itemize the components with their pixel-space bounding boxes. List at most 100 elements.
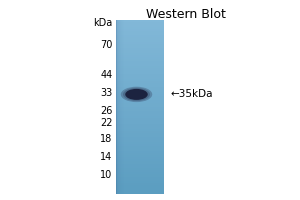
- Bar: [116, 83, 164, 85]
- Bar: [116, 61, 164, 64]
- Bar: [116, 37, 164, 40]
- Bar: [116, 81, 164, 83]
- Bar: [116, 137, 164, 140]
- Bar: [116, 50, 164, 53]
- Text: 22: 22: [100, 118, 112, 128]
- Bar: [116, 70, 164, 72]
- Text: 18: 18: [100, 134, 112, 144]
- Bar: [116, 96, 164, 98]
- Bar: [116, 148, 164, 150]
- Bar: [116, 35, 164, 37]
- Bar: [116, 139, 164, 142]
- Bar: [116, 78, 164, 81]
- Bar: [116, 76, 164, 79]
- Bar: [116, 144, 164, 146]
- Bar: [116, 176, 164, 179]
- Bar: [120, 20, 121, 194]
- Bar: [116, 128, 164, 131]
- Ellipse shape: [123, 88, 150, 101]
- Bar: [117, 20, 118, 194]
- Bar: [116, 24, 164, 27]
- Bar: [116, 150, 164, 153]
- Bar: [116, 115, 164, 118]
- Bar: [116, 172, 164, 174]
- Bar: [116, 133, 164, 135]
- Bar: [116, 189, 164, 192]
- Bar: [116, 104, 164, 107]
- Bar: [116, 94, 164, 96]
- Bar: [116, 168, 164, 170]
- Bar: [116, 152, 164, 155]
- Bar: [116, 107, 164, 109]
- Text: 44: 44: [100, 70, 112, 80]
- Bar: [116, 63, 164, 66]
- Bar: [119, 20, 120, 194]
- Bar: [116, 85, 164, 87]
- Bar: [116, 161, 164, 164]
- Bar: [116, 109, 164, 111]
- Text: 14: 14: [100, 152, 112, 162]
- Text: 26: 26: [100, 106, 112, 116]
- Bar: [116, 183, 164, 185]
- Text: 10: 10: [100, 170, 112, 180]
- Text: Western Blot: Western Blot: [146, 8, 226, 21]
- Bar: [116, 44, 164, 46]
- Bar: [116, 113, 164, 116]
- Bar: [116, 154, 164, 157]
- Bar: [116, 39, 164, 42]
- Bar: [116, 67, 164, 70]
- Bar: [116, 46, 164, 48]
- Bar: [116, 52, 164, 55]
- Bar: [122, 20, 123, 194]
- Bar: [116, 74, 164, 77]
- Ellipse shape: [121, 87, 152, 102]
- Bar: [116, 20, 164, 22]
- Bar: [116, 191, 164, 194]
- Text: 70: 70: [100, 40, 112, 50]
- Bar: [116, 91, 164, 94]
- Bar: [116, 98, 164, 100]
- Bar: [116, 131, 164, 133]
- Text: 33: 33: [100, 88, 112, 98]
- Bar: [116, 141, 164, 144]
- Bar: [116, 57, 164, 59]
- Bar: [117, 20, 118, 194]
- Bar: [116, 124, 164, 127]
- Bar: [116, 159, 164, 161]
- Bar: [121, 20, 122, 194]
- Bar: [116, 157, 164, 159]
- Bar: [116, 120, 164, 122]
- Bar: [116, 28, 164, 31]
- Bar: [118, 20, 119, 194]
- Bar: [116, 117, 164, 120]
- Bar: [116, 163, 164, 166]
- Text: kDa: kDa: [93, 18, 112, 28]
- Bar: [123, 20, 124, 194]
- Bar: [116, 122, 164, 124]
- Bar: [116, 87, 164, 90]
- Bar: [116, 185, 164, 187]
- Ellipse shape: [125, 89, 148, 100]
- Bar: [116, 41, 164, 44]
- Bar: [116, 72, 164, 74]
- Bar: [116, 48, 164, 50]
- Bar: [122, 20, 123, 194]
- Bar: [116, 126, 164, 129]
- Bar: [116, 178, 164, 181]
- Bar: [116, 30, 164, 33]
- Bar: [116, 33, 164, 35]
- Bar: [116, 165, 164, 168]
- Bar: [116, 111, 164, 114]
- Bar: [116, 146, 164, 148]
- Bar: [116, 65, 164, 68]
- Bar: [116, 22, 164, 24]
- Bar: [116, 102, 164, 105]
- Bar: [116, 187, 164, 190]
- Bar: [116, 135, 164, 137]
- Bar: [116, 170, 164, 172]
- Bar: [116, 181, 164, 183]
- Bar: [116, 54, 164, 57]
- Bar: [116, 100, 164, 103]
- Bar: [116, 89, 164, 92]
- Bar: [116, 20, 117, 194]
